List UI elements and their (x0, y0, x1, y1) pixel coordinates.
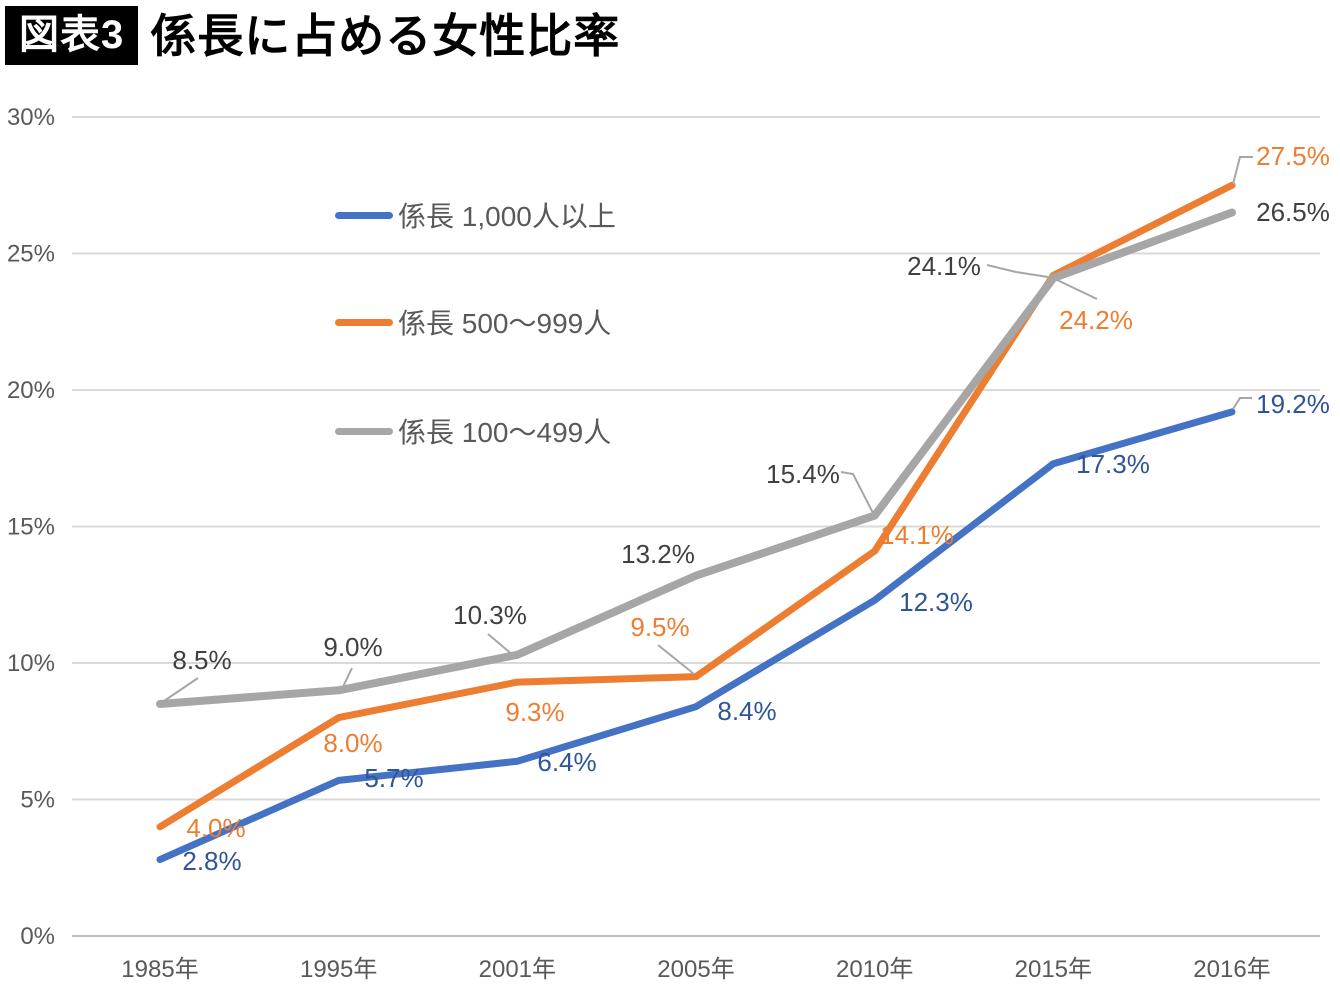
legend-swatch-kakaricho-100-499 (335, 427, 393, 435)
series-line-kakaricho-100-499 (156, 208, 1237, 708)
y-tick-label: 0% (20, 923, 55, 950)
data-label-kakaricho-1000-plus: 19.2% (1256, 389, 1330, 419)
x-tick-label: 2005年 (657, 956, 734, 983)
chart-header: 図表3 係長に占める女性比率 (5, 6, 620, 65)
data-label-kakaricho-500-999: 27.5% (1256, 141, 1330, 171)
data-label-kakaricho-100-499: 24.1% (907, 251, 981, 281)
y-tick-label: 30% (7, 104, 55, 131)
leader-line (1232, 397, 1252, 410)
data-label-kakaricho-100-499: 8.5% (172, 645, 231, 675)
leader-line (986, 264, 1049, 278)
y-tick-label: 20% (7, 377, 55, 404)
y-tick-label: 5% (20, 787, 55, 814)
legend-swatch-kakaricho-1000-plus (335, 211, 393, 219)
data-label-kakaricho-500-999: 9.3% (505, 697, 564, 727)
figure-tag: 図表3 (5, 6, 139, 65)
legend-item-kakaricho-500-999: 係長 500〜999人 (335, 305, 611, 339)
data-label-kakaricho-1000-plus: 12.3% (899, 587, 973, 617)
data-label-kakaricho-100-499: 15.4% (766, 459, 840, 489)
series-line-kakaricho-1000-plus (156, 408, 1236, 864)
leader-line (487, 633, 515, 657)
data-label-kakaricho-500-999: 9.5% (630, 612, 689, 642)
y-tick-label: 25% (7, 241, 55, 268)
data-label-kakaricho-100-499: 26.5% (1256, 197, 1330, 227)
legend-item-kakaricho-1000-plus: 係長 1,000人以上 (335, 198, 616, 232)
chart-title: 係長に占める女性比率 (150, 9, 621, 62)
x-tick-label: 2015年 (1015, 956, 1092, 983)
data-label-kakaricho-100-499: 10.3% (453, 600, 527, 630)
data-label-kakaricho-500-999: 8.0% (323, 728, 382, 758)
leader-line (657, 644, 695, 675)
series-line-kakaricho-500-999 (156, 181, 1236, 831)
data-label-kakaricho-1000-plus: 2.8% (182, 846, 241, 876)
data-label-kakaricho-500-999: 24.2% (1059, 305, 1133, 335)
legend-label: 係長 100〜499人 (398, 417, 612, 448)
data-label-kakaricho-1000-plus: 6.4% (537, 747, 596, 777)
data-label-kakaricho-1000-plus: 5.7% (364, 763, 423, 793)
leader-line (340, 667, 353, 692)
legend-label: 係長 500〜999人 (398, 308, 612, 339)
x-tick-label: 1995年 (300, 956, 377, 983)
data-label-kakaricho-1000-plus: 8.4% (717, 696, 776, 726)
legend-item-kakaricho-100-499: 係長 100〜499人 (335, 414, 611, 448)
data-label-kakaricho-500-999: 14.1% (880, 520, 954, 550)
x-tick-label: 2010年 (836, 956, 913, 983)
leader-line (840, 471, 874, 514)
data-label-kakaricho-1000-plus: 17.3% (1076, 449, 1150, 479)
leader-line (1232, 156, 1253, 185)
y-tick-label: 15% (7, 514, 55, 541)
x-tick-label: 1985年 (121, 956, 198, 983)
data-label-kakaricho-100-499: 13.2% (621, 539, 695, 569)
x-tick-label: 2016年 (1193, 956, 1270, 983)
x-tick-label: 2001年 (479, 956, 556, 983)
legend-label: 係長 1,000人以上 (398, 201, 616, 232)
data-label-kakaricho-100-499: 9.0% (323, 632, 382, 662)
data-label-kakaricho-500-999: 4.0% (186, 813, 245, 843)
leader-line (1054, 278, 1098, 300)
legend-swatch-kakaricho-500-999 (335, 318, 393, 326)
y-tick-label: 10% (7, 650, 55, 677)
leader-line (163, 677, 199, 702)
